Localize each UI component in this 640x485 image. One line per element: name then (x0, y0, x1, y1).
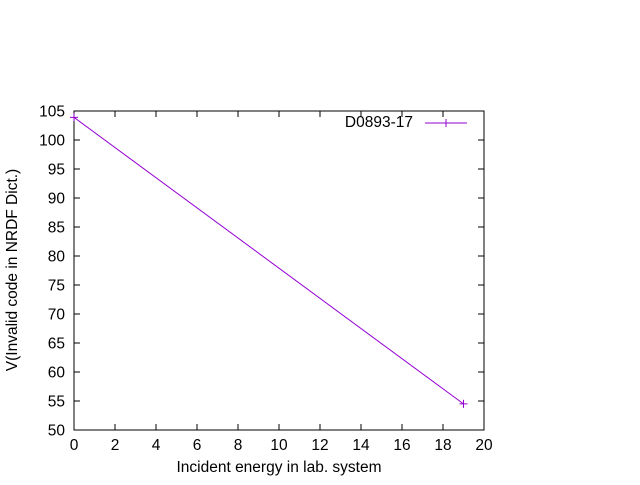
x-tick-label: 20 (475, 437, 493, 454)
y-tick-label: 55 (48, 394, 65, 411)
legend-swatch-marker (442, 119, 450, 127)
series-layer (70, 113, 468, 408)
y-axis-ticks: 50 55 60 65 70 75 80 85 90 95 100 105 (39, 104, 484, 440)
x-tick-label: 6 (193, 437, 202, 454)
plot-frame (73, 110, 485, 431)
x-tick-label: 8 (234, 437, 243, 454)
y-axis-label: V(Invalid code in NRDF Dict.) (4, 169, 21, 371)
legend: D0893-17 (345, 114, 467, 131)
x-tick-label: 10 (270, 437, 288, 454)
x-axis-ticks: 0 2 4 6 8 10 12 14 16 18 20 (70, 111, 493, 454)
x-tick-label: 2 (111, 437, 120, 454)
y-tick-label: 70 (48, 307, 66, 324)
x-axis-label: Incident energy in lab. system (176, 459, 381, 476)
y-tick-label: 85 (48, 220, 65, 237)
x-tick-label: 12 (311, 437, 328, 454)
y-tick-label: 60 (48, 365, 66, 382)
y-tick-label: 95 (48, 162, 65, 179)
y-tick-label: 90 (48, 191, 66, 208)
x-tick-label: 4 (152, 437, 161, 454)
y-tick-label: 65 (48, 336, 65, 353)
y-tick-label: 80 (48, 249, 66, 266)
y-tick-label: 50 (48, 423, 66, 440)
series-line (73, 116, 464, 405)
x-tick-label: 16 (393, 437, 410, 454)
x-tick-label: 0 (70, 437, 79, 454)
y-tick-label: 75 (48, 278, 65, 295)
x-tick-label: 18 (434, 437, 451, 454)
data-point-marker (459, 399, 468, 408)
y-tick-label: 100 (39, 133, 65, 150)
data-point-marker (70, 113, 78, 122)
legend-label-d0893-17: D0893-17 (345, 114, 413, 131)
y-tick-label: 105 (39, 104, 65, 121)
x-tick-label: 14 (352, 437, 370, 454)
